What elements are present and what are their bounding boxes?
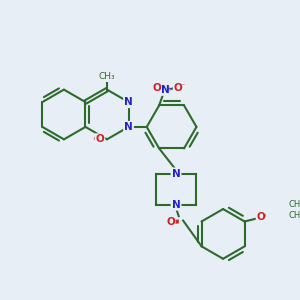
Text: CH₃: CH₃ bbox=[288, 200, 300, 209]
Text: O: O bbox=[256, 212, 265, 222]
Text: N: N bbox=[172, 169, 180, 178]
Text: O: O bbox=[173, 82, 182, 93]
Text: N: N bbox=[124, 122, 133, 132]
Text: O: O bbox=[152, 82, 161, 93]
Text: ⁻: ⁻ bbox=[180, 81, 184, 90]
Text: CH₃: CH₃ bbox=[288, 211, 300, 220]
Text: N: N bbox=[124, 97, 133, 107]
Text: N: N bbox=[172, 200, 180, 210]
Text: O: O bbox=[166, 218, 175, 227]
Text: CH₃: CH₃ bbox=[99, 72, 115, 81]
Text: N: N bbox=[161, 85, 170, 95]
Text: O: O bbox=[95, 134, 104, 144]
Text: +: + bbox=[165, 86, 171, 92]
